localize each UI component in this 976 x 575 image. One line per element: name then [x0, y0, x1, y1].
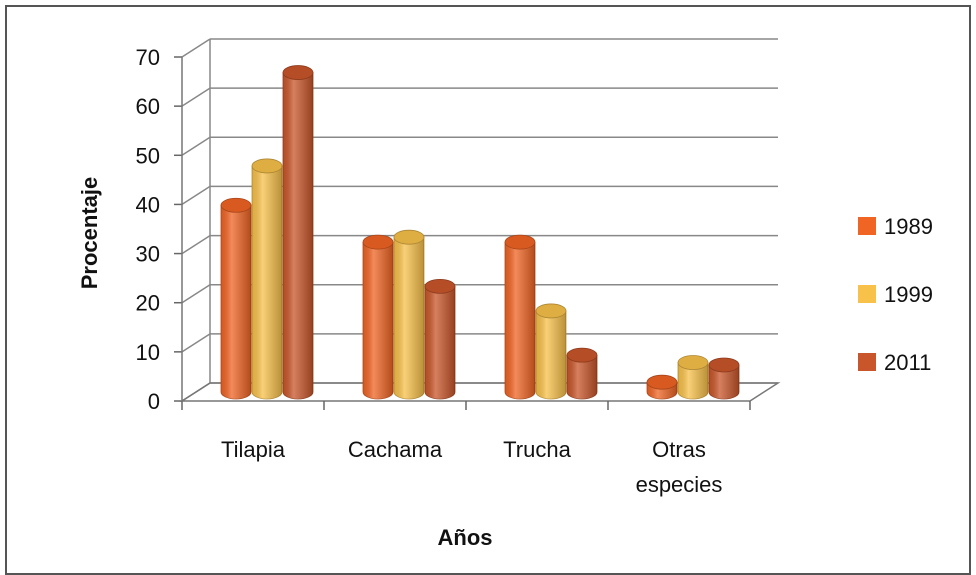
x-tick-label: Trucha — [503, 437, 571, 462]
bars — [220, 65, 740, 400]
bar-shading — [678, 362, 708, 399]
axes — [174, 39, 781, 410]
x-tick-label: Tilapia — [221, 437, 286, 462]
bar-top — [708, 357, 740, 373]
bar-shading — [709, 364, 739, 399]
legend-swatch — [858, 353, 876, 371]
bar-shading — [252, 165, 282, 399]
y-tick-label: 40 — [136, 192, 160, 217]
bar — [535, 303, 567, 400]
x-tick-label-line: especies — [636, 472, 723, 497]
bar-top — [393, 229, 425, 245]
legend-label: 1999 — [884, 282, 933, 307]
bar-top — [362, 234, 394, 250]
legend-item: 1999 — [858, 282, 933, 307]
bar — [566, 347, 598, 400]
legend-label: 2011 — [884, 350, 931, 375]
bar — [282, 65, 314, 400]
y-tick-label: 0 — [148, 389, 160, 414]
bar-top — [282, 65, 314, 80]
bar-shading — [283, 72, 313, 400]
bar-shading — [221, 205, 251, 399]
bar-top — [504, 234, 536, 250]
x-tick-label-line: Cachama — [348, 437, 443, 462]
bar-top — [424, 278, 456, 294]
bar — [646, 374, 678, 400]
bar — [251, 158, 283, 400]
side-gridline — [181, 38, 211, 58]
bar-shading — [363, 242, 393, 399]
side-gridline — [181, 234, 211, 255]
bar — [393, 229, 425, 400]
bar-shading — [425, 286, 455, 399]
floor — [179, 382, 781, 402]
x-tick-label: Otras especies — [636, 437, 723, 497]
bar-shading — [536, 310, 566, 399]
legend: 1989 1999 2011 — [858, 214, 933, 375]
side-gridline — [181, 185, 211, 206]
y-tick-label: 60 — [136, 94, 160, 119]
bar — [424, 278, 456, 400]
legend-swatch — [858, 285, 876, 303]
tick-labels: 0 10 20 30 40 50 60 70 Tilapia Cachama Trucha Otras… — [136, 45, 723, 497]
bar-top — [566, 347, 598, 363]
y-tick-label: 20 — [136, 291, 160, 316]
legend-item: 1989 — [858, 214, 933, 239]
bar — [677, 355, 709, 400]
y-axis-title: Procentaje — [77, 177, 102, 290]
legend-item: 2011 — [858, 350, 931, 375]
x-tick-label-line: Tilapia — [221, 437, 286, 462]
side-gridline — [181, 284, 211, 304]
y-tick-label: 50 — [136, 143, 160, 168]
side-gridline — [181, 136, 211, 156]
bar-top — [535, 303, 567, 319]
bar — [220, 197, 252, 400]
x-tick-label-line: Otras — [652, 437, 706, 462]
side-gridline — [181, 333, 211, 353]
y-tick-label: 10 — [136, 340, 160, 365]
bar — [504, 234, 536, 400]
side-gridline — [181, 87, 211, 107]
bar-shading — [567, 355, 597, 399]
x-tick-label: Cachama — [348, 437, 443, 462]
bar-shading — [505, 242, 535, 399]
bar-top — [251, 158, 283, 174]
bar — [362, 234, 394, 400]
legend-label: 1989 — [884, 214, 933, 239]
bar-shading — [394, 237, 424, 399]
bar-top — [646, 374, 678, 390]
bar-top — [220, 197, 252, 213]
bar-top — [677, 355, 709, 370]
y-tick-label: 70 — [136, 45, 160, 70]
x-tick-label-line: Trucha — [503, 437, 571, 462]
legend-swatch — [858, 217, 876, 235]
x-axis-title: Años — [438, 525, 493, 550]
bar — [708, 357, 740, 400]
y-tick-label: 30 — [136, 242, 160, 267]
